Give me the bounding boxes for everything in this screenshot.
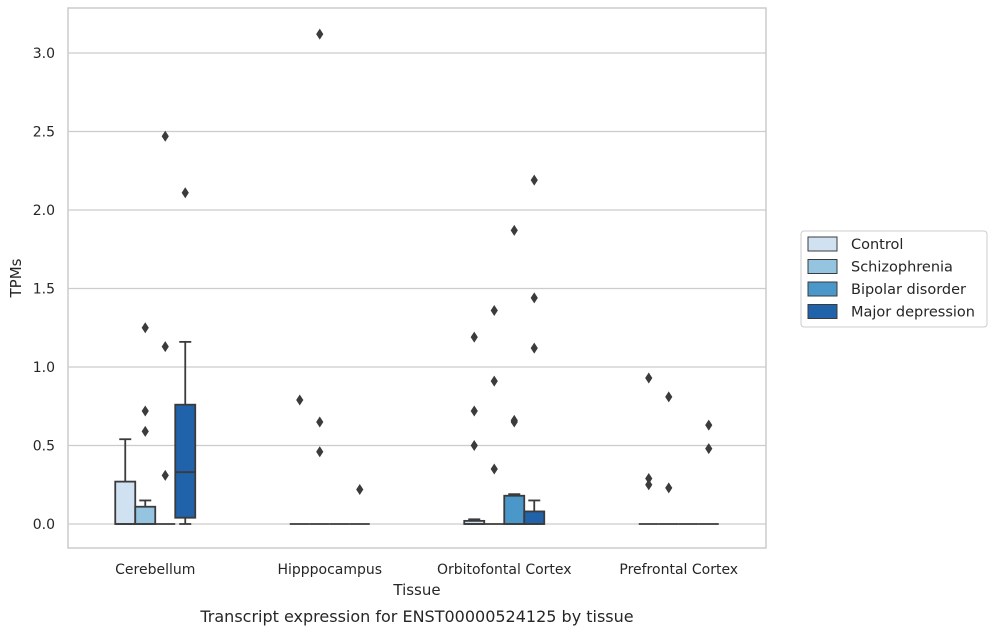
y-tick-label: 1.5 [33,282,55,298]
outlier-point [510,416,518,428]
outlier-point [161,130,169,142]
plot-area-background [68,8,766,548]
outlier-point [470,405,478,417]
outlier-point [665,482,673,494]
x-tick-label: Orbitofontal Cortex [437,562,572,578]
outlier-point [705,443,713,455]
legend-swatch [807,281,838,297]
box-body [114,480,137,525]
box-body [174,403,197,519]
outlier-point [356,483,364,495]
legend-label: Major depression [851,305,975,321]
y-tick-label: 3.0 [33,46,55,62]
y-tick-labels: 0.0 0.5 1.0 1.5 2.0 2.5 3.0 [33,46,55,533]
box-0-0 [114,438,137,525]
outlier-point [161,341,169,353]
legend-swatch [807,236,838,252]
outlier-point [316,28,324,40]
outlier-point [510,224,518,236]
outlier-point [141,322,149,334]
outlier-point [141,425,149,437]
legend-item: Control [807,236,903,253]
legend-label: Bipolar disorder [851,282,966,298]
legend-item: Schizophrenia [807,259,953,276]
box-body [134,505,157,525]
legend-items: Control Schizophrenia Bipolar disorder Majo… [807,236,975,321]
x-axis-title: Tissue [392,581,440,599]
outlier-point [470,440,478,451]
legend-item: Bipolar disorder [807,281,966,298]
y-tick-label: 2.0 [33,203,55,219]
plot-frame [67,7,767,549]
box-0-2 [463,331,486,525]
box-1-0 [134,322,157,525]
box-body [503,494,526,525]
y-tick-label: 0.0 [33,517,55,533]
outlier-point [141,405,149,417]
box-body [523,510,546,525]
y-tick-label: 2.5 [33,125,55,141]
outlier-point [490,375,498,387]
box-0-1 [289,394,310,525]
outlier-point [490,463,498,475]
x-tick-label: Prefrontal Cortex [619,562,738,578]
outlier-point [530,174,538,186]
boxes [114,28,719,525]
outlier-point [490,304,498,316]
y-tick-label: 0.5 [33,439,55,455]
x-tick-labels: Cerebellum Hipppocampus Orbitofontal Corte… [115,562,738,578]
y-axis-title: TPMs [7,258,25,298]
x-tick-label: Hipppocampus [277,562,382,578]
box-0-3 [638,372,659,525]
box-3-3 [698,419,719,525]
outlier-point [181,187,189,199]
outlier-point [470,331,478,343]
outlier-point [530,342,538,354]
outlier-point [645,479,653,491]
outlier-point [665,391,673,403]
box-2-0 [155,130,176,525]
outlier-point [316,446,324,458]
x-tick-label: Cerebellum [115,562,195,578]
outlier-point [645,372,653,384]
figure-caption: Transcript expression for ENST0000052412… [199,607,633,626]
box-3-0 [174,187,197,525]
outlier-point [296,394,304,406]
box-3-2 [523,174,546,525]
outlier-point [316,416,324,428]
legend-frame [800,230,988,328]
outlier-point [645,472,653,484]
legend-swatch [807,304,838,319]
legend: Control Schizophrenia Bipolar disorder Majo… [800,230,988,328]
y-tick-label: 1.0 [33,360,55,376]
outlier-point [161,469,169,481]
box-2-2 [503,224,526,525]
legend-swatch [807,259,838,274]
box-1-3 [658,391,679,525]
box-1-1 [309,28,330,525]
legend-label: Control [851,237,903,253]
outlier-point [530,292,538,304]
legend-label: Schizophrenia [851,260,953,276]
legend-item: Major depression [807,304,975,321]
box-1-2 [484,304,505,525]
outlier-point [705,419,713,431]
box-3-1 [349,483,370,525]
